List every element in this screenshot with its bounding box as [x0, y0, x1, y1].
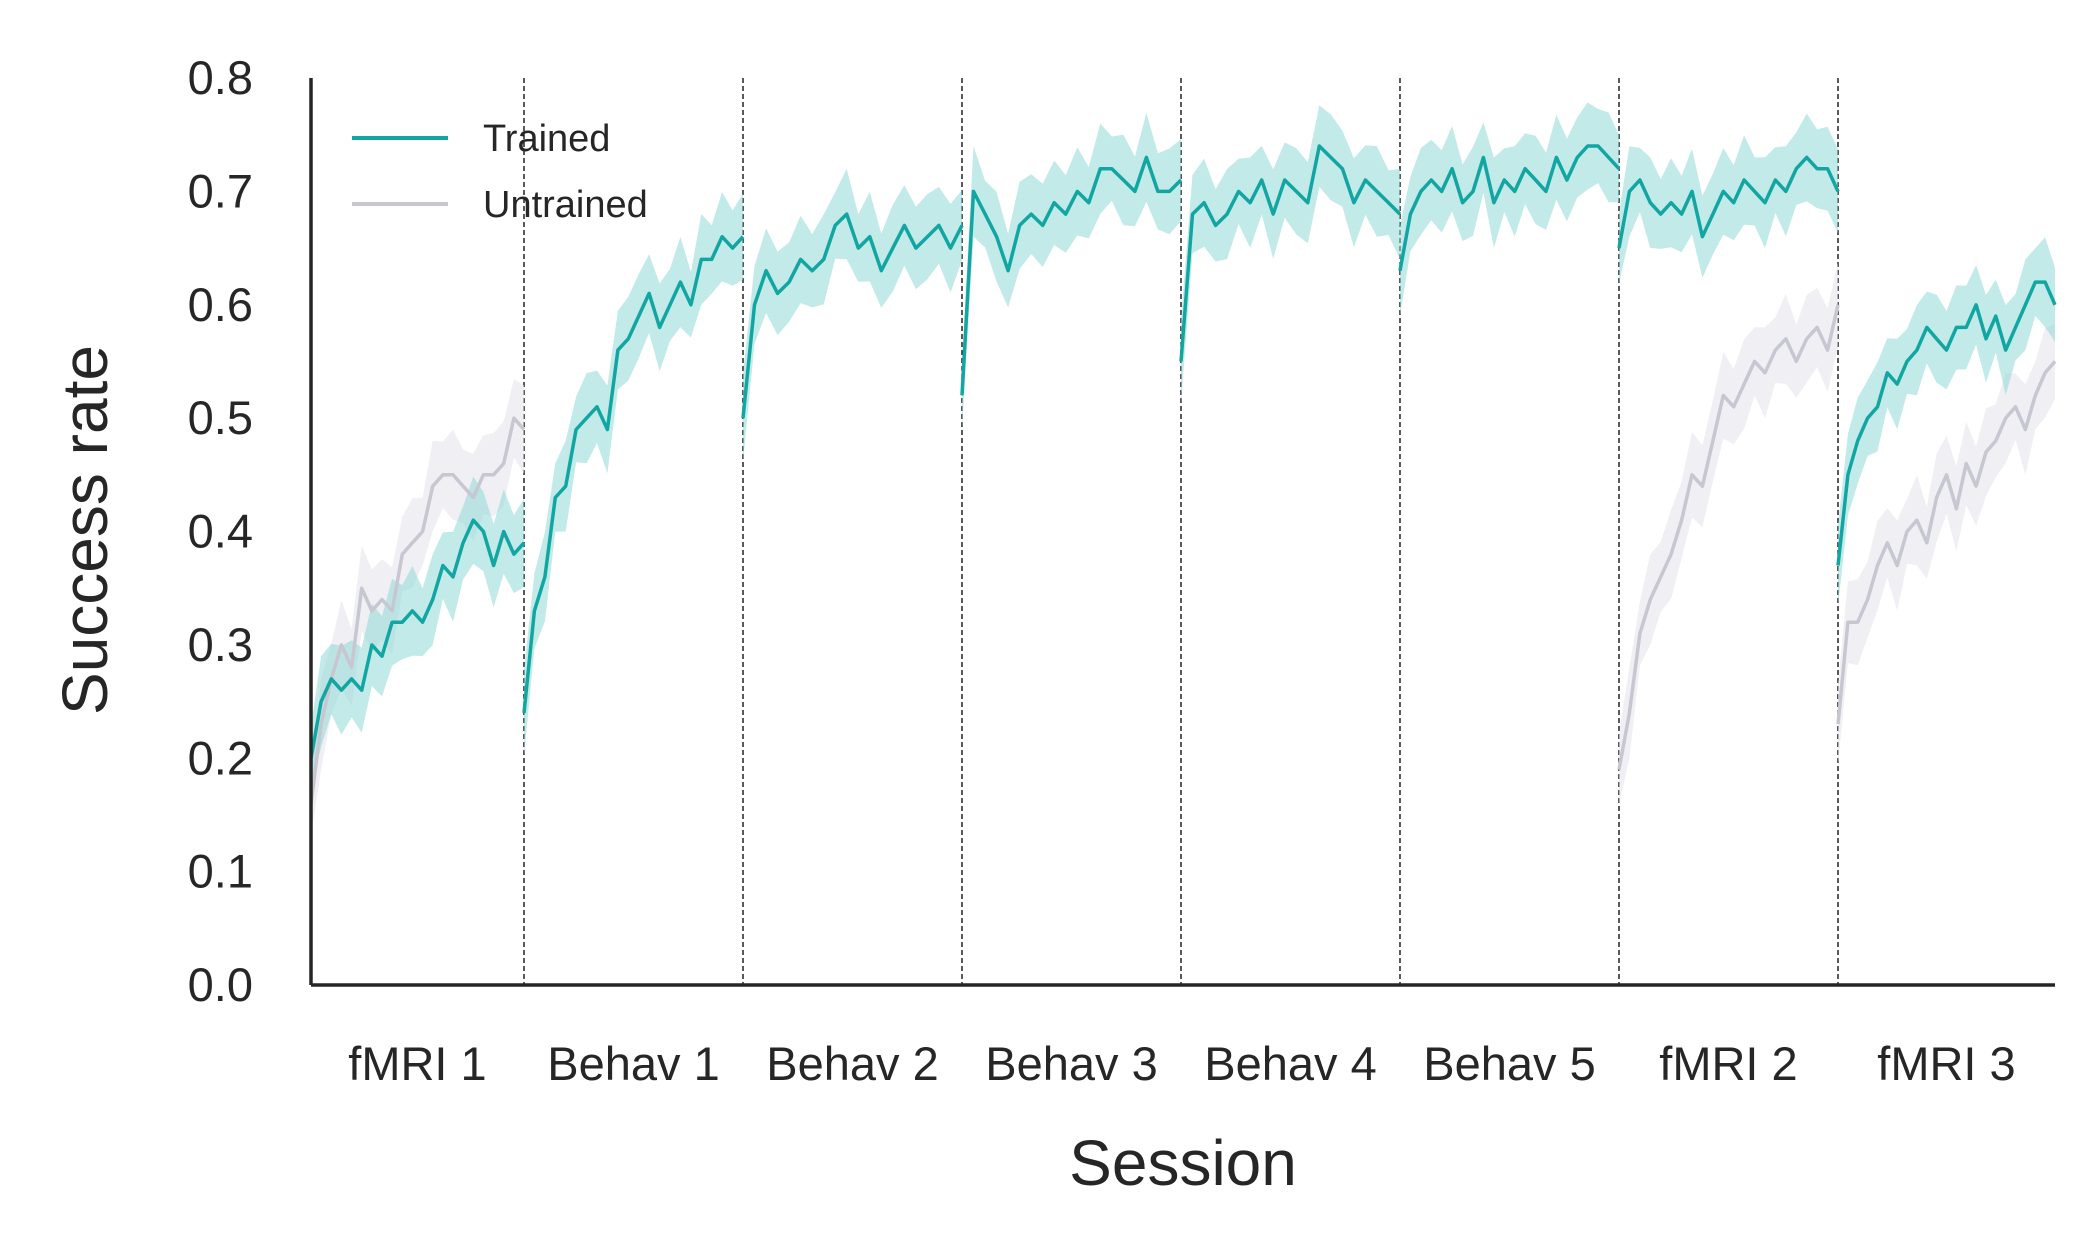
- trained-series-line: [1617, 155, 1840, 249]
- untrained-ci-band: [1619, 262, 1838, 806]
- session-label: fMRI 3: [1877, 1037, 2015, 1090]
- y-tick-label: 0.6: [188, 278, 253, 331]
- x-axis-title: Session: [1069, 1127, 1297, 1199]
- y-tick-label: 0.4: [188, 505, 253, 558]
- trained-ci-band: [962, 112, 1181, 430]
- y-tick-label: 0.5: [188, 391, 253, 444]
- trained-series-line: [522, 234, 745, 714]
- session-label: Behav 3: [985, 1037, 1157, 1090]
- legend-label: Trained: [483, 118, 610, 160]
- y-tick-label: 0.1: [188, 845, 253, 898]
- session-label: Behav 4: [1204, 1037, 1376, 1090]
- y-tick-labels: 0.0 0.1 0.2 0.3 0.4 0.5 0.6 0.7 0.8: [188, 51, 253, 1011]
- y-tick-label: 0.0: [188, 958, 253, 1011]
- trained-series-line: [1179, 144, 1402, 362]
- legend: Trained Untrained: [352, 118, 648, 226]
- trained-ci-band: [524, 192, 743, 757]
- session-dividers: [523, 78, 1839, 985]
- y-tick-label: 0.7: [188, 164, 253, 217]
- trained-ci-band: [1400, 102, 1619, 316]
- trained-ci-band: [743, 168, 962, 463]
- untrained-ci-band: [1838, 324, 2055, 765]
- y-tick-label: 0.8: [188, 51, 253, 104]
- series-lines: [309, 144, 2057, 804]
- session-label: fMRI 2: [1659, 1037, 1797, 1090]
- trained-ci-band: [311, 476, 524, 790]
- session-label: Behav 2: [766, 1037, 938, 1090]
- session-labels: fMRI 1 Behav 1 Behav 2 Behav 3 Behav 4 Behav …: [348, 1037, 2015, 1090]
- session-label: Behav 5: [1423, 1037, 1595, 1090]
- y-tick-label: 0.2: [188, 731, 253, 784]
- trained-series-line: [1398, 144, 1621, 272]
- trained-series-line: [960, 155, 1183, 396]
- trained-series-line: [1836, 280, 2057, 566]
- axes: [309, 78, 2055, 987]
- untrained-series-line: [309, 416, 526, 804]
- trained-series-line: [309, 518, 526, 759]
- y-axis-title: Success rate: [49, 345, 121, 715]
- trained-series-line: [741, 212, 964, 419]
- untrained-series-line: [1836, 360, 2057, 725]
- y-tick-label: 0.3: [188, 618, 253, 671]
- legend-label: Untrained: [483, 184, 648, 226]
- untrained-series-line: [1617, 304, 1840, 770]
- session-label: fMRI 1: [348, 1037, 486, 1090]
- session-label: Behav 1: [547, 1037, 719, 1090]
